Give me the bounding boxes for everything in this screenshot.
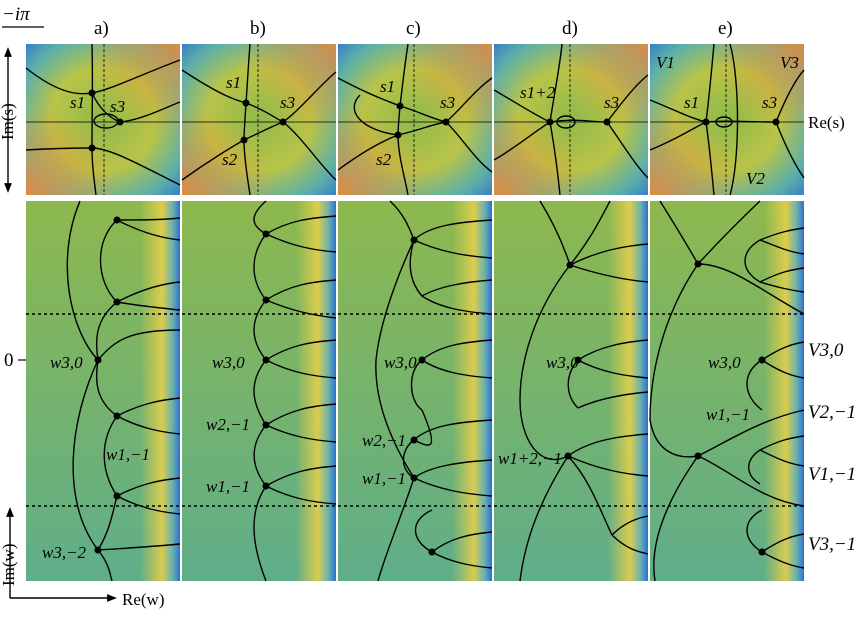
bottom-axes: Im(w) Re(w) 0	[0, 350, 164, 609]
axis-im-s: Im(s)	[0, 103, 17, 140]
label-d-s3: s3	[604, 93, 619, 112]
bottom-panel-c: w3,0 w2,−1 w1,−1	[338, 200, 493, 582]
panel-letter-a: a)	[94, 18, 109, 39]
label-b-w11: w1,−1	[206, 477, 250, 496]
axis-re-w: Re(w)	[122, 590, 164, 609]
label-e-s1: s1	[684, 93, 699, 112]
label-c-w30: w3,0	[384, 353, 417, 372]
top-row: s1 s3 s1 s3 s2	[25, 43, 805, 196]
panel-letter-b: b)	[250, 18, 266, 39]
label-e-V2: V2	[746, 169, 765, 188]
bottom-panel-d: w3,0 w1+2,−1	[494, 200, 649, 582]
label-a-s3: s3	[110, 97, 125, 116]
zero-tick-label: 0	[4, 350, 14, 371]
label-b-w30: w3,0	[212, 353, 245, 372]
label-e-V3: V3	[780, 53, 799, 72]
label-b-w21: w2,−1	[206, 415, 250, 434]
axis-im-w: Im(w)	[0, 544, 18, 586]
label-c-w11: w1,−1	[362, 469, 406, 488]
right-label-V11: V1,−1	[808, 464, 856, 485]
top-panel-e: V1 V3 s1 s3 V2	[649, 43, 805, 196]
top-axes: Im(s) Re(s)	[0, 47, 845, 193]
label-a-w11: w1,−1	[106, 445, 150, 464]
label-c-s2: s2	[376, 150, 392, 169]
top-panel-a: s1 s3	[25, 43, 181, 196]
label-d-w30: w3,0	[546, 353, 579, 372]
label-b-s1: s1	[226, 73, 241, 92]
label-b-s2: s2	[222, 150, 238, 169]
axis-re-s: Re(s)	[808, 113, 845, 132]
label-c-s3: s3	[440, 93, 455, 112]
bottom-panel-e: w3,0 w1,−1	[649, 200, 805, 582]
label-b-s3: s3	[280, 93, 295, 112]
label-e-s3: s3	[762, 93, 777, 112]
label-d-s12: s1+2	[520, 83, 556, 102]
panel-letter-d: d)	[562, 18, 578, 39]
panel-letters: a) b) c) d) e)	[94, 18, 733, 39]
top-panel-c: s1 s3 s2	[337, 43, 493, 196]
label-a-w30: w3,0	[50, 353, 83, 372]
right-labels: V3,0 V2,−1 V1,−1 V3,−1	[808, 340, 856, 555]
label-e-w11: w1,−1	[706, 405, 750, 424]
panel-letter-c: c)	[406, 18, 421, 39]
top-panel-b: s1 s3 s2	[181, 43, 337, 196]
right-label-V31: V3,−1	[808, 534, 856, 555]
label-c-w21: w2,−1	[362, 431, 406, 450]
label-e-V1: V1	[656, 53, 675, 72]
label-d-w121: w1+2,−1	[498, 449, 562, 468]
bottom-panel-a: w3,0 w1,−1 w3,−2	[26, 200, 181, 582]
label-e-w30: w3,0	[708, 353, 741, 372]
top-panel-d: s1+2 s3	[493, 43, 649, 196]
corner-label: −iπ	[2, 4, 30, 25]
right-label-V21: V2,−1	[808, 402, 856, 423]
label-a-s1: s1	[70, 93, 85, 112]
panel-letter-e: e)	[718, 18, 733, 39]
bottom-row: w3,0 w1,−1 w3,−2 w3,0 w2,−1 w1,−1	[26, 200, 805, 582]
label-c-s1: s1	[380, 77, 395, 96]
bottom-panel-b: w3,0 w2,−1 w1,−1	[182, 200, 337, 582]
right-label-V30: V3,0	[808, 340, 844, 361]
label-a-w32: w3,−2	[42, 543, 87, 562]
